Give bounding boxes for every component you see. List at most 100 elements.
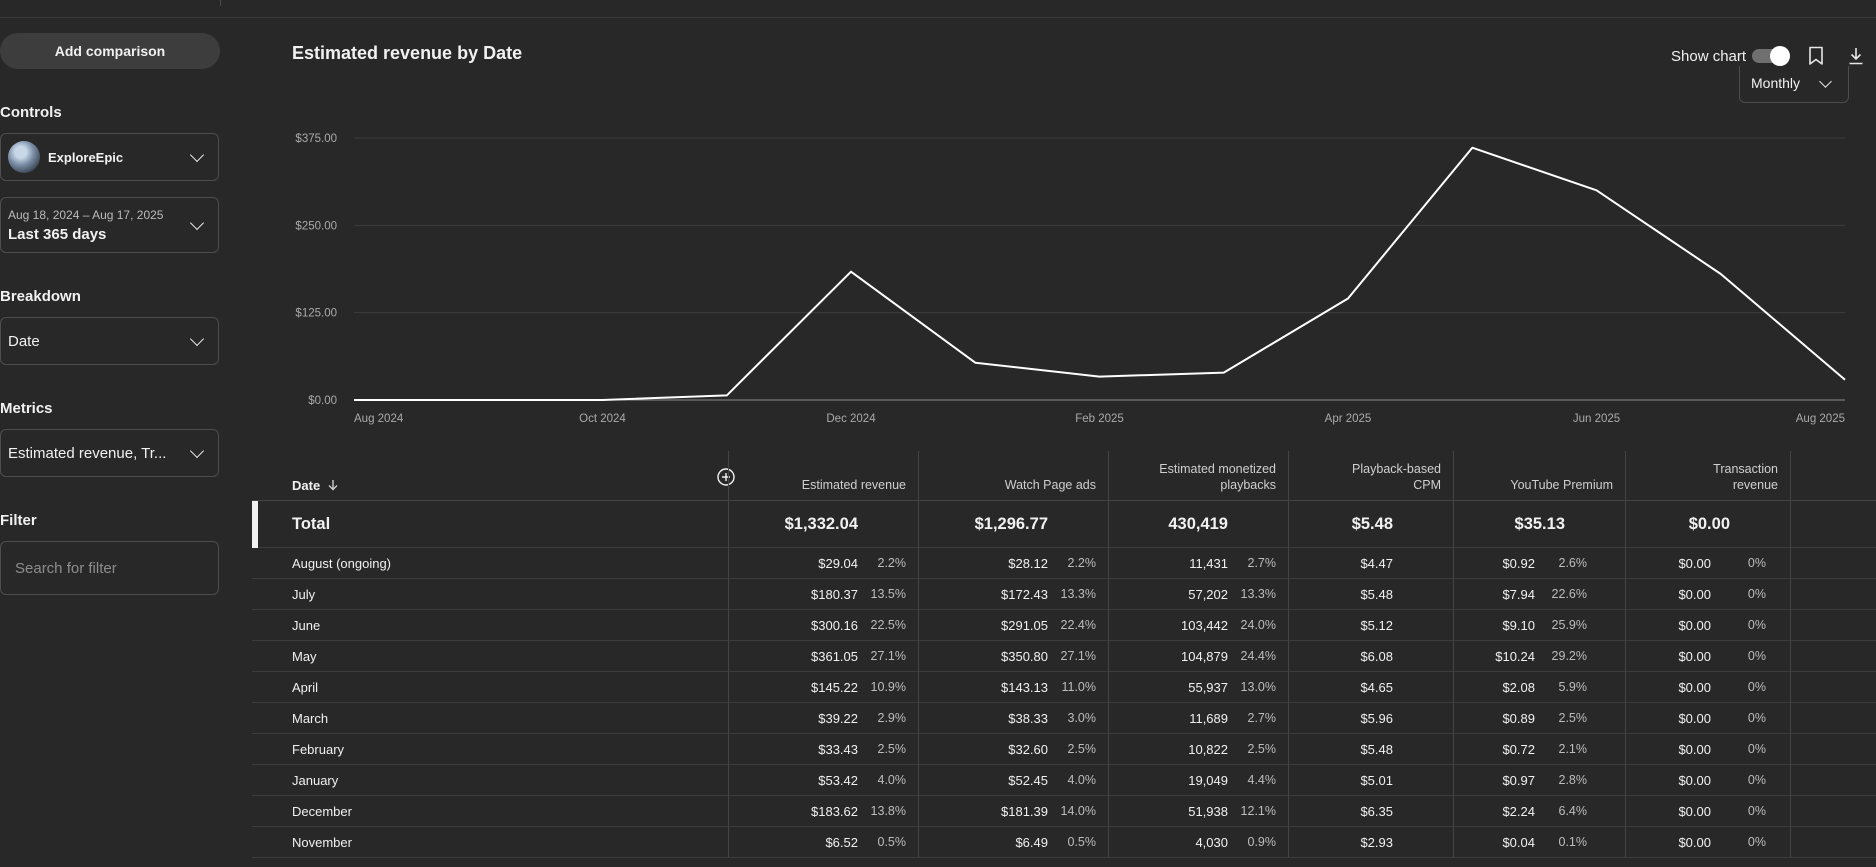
row-monetized-playbacks-percent: 12.1%	[1240, 804, 1276, 818]
row-est-revenue: $145.22	[811, 680, 858, 695]
column-divider	[918, 451, 919, 857]
row-cpm: $5.12	[1360, 618, 1393, 633]
interval-dropdown[interactable]: Monthly	[1739, 66, 1849, 103]
row-monetized-playbacks: 55,937	[1188, 680, 1228, 695]
row-monetized-playbacks-percent: 24.0%	[1240, 618, 1276, 632]
table-row[interactable]: March $39.22 2.9% $38.33 3.0% 11,689 2.7% $5.96…	[252, 703, 1876, 734]
row-watch-page-ads-percent: 13.3%	[1060, 587, 1096, 601]
add-comparison-button[interactable]: Add comparison	[0, 33, 220, 69]
column-header-date[interactable]: Date	[292, 478, 321, 493]
row-watch-page-ads-percent: 2.2%	[1067, 556, 1097, 570]
row-monetized-playbacks-percent: 2.5%	[1247, 742, 1277, 756]
row-transaction-revenue: $0.00	[1678, 556, 1711, 571]
x-tick-label: Oct 2024	[579, 413, 626, 425]
row-monetized-playbacks: 104,879	[1181, 649, 1228, 664]
row-transaction-revenue-percent: 0%	[1747, 649, 1766, 663]
row-youtube-premium-percent: 2.5%	[1558, 711, 1588, 725]
column-header-estimated-revenue[interactable]: Estimated revenue	[801, 478, 906, 492]
sort-descending-icon[interactable]	[326, 478, 340, 492]
row-date: March	[292, 711, 329, 726]
column-header-youtube-premium[interactable]: YouTube Premium	[1510, 478, 1613, 492]
row-youtube-premium-percent: 2.6%	[1558, 556, 1588, 570]
row-monetized-playbacks-percent: 13.0%	[1240, 680, 1276, 694]
row-transaction-revenue: $0.00	[1678, 711, 1711, 726]
row-youtube-premium: $0.89	[1502, 711, 1535, 726]
metrics-dropdown[interactable]: Estimated revenue, Tr...	[0, 429, 219, 477]
row-est-revenue: $29.04	[818, 556, 858, 571]
row-monetized-playbacks: 51,938	[1188, 804, 1228, 819]
x-tick-label: Aug 2025	[1796, 413, 1845, 425]
total-row: Total $1,332.04 $1,296.77 430,419 $5.48 …	[252, 500, 1876, 548]
table-header: Date Estimated revenue Watch Page ads Es…	[252, 451, 1876, 500]
row-date: February	[292, 742, 345, 757]
table-row[interactable]: June $300.16 22.5% $291.05 22.4% 103,442 24.0%…	[252, 610, 1876, 641]
row-date: January	[292, 773, 339, 788]
row-youtube-premium: $0.72	[1502, 742, 1535, 757]
x-tick-label: Feb 2025	[1075, 413, 1124, 425]
column-header-monetized-playbacks[interactable]: Estimated monetized playbacks	[1159, 462, 1276, 492]
column-header-transaction-revenue[interactable]: Transaction revenue	[1713, 462, 1778, 492]
column-header-cpm[interactable]: Playback-based CPM	[1352, 462, 1441, 492]
total-monetized-playbacks: 430,419	[1168, 515, 1228, 533]
row-watch-page-ads: $38.33	[1008, 711, 1048, 726]
filter-search-input[interactable]	[0, 541, 219, 595]
row-est-revenue-percent: 22.5%	[870, 618, 906, 632]
row-youtube-premium-percent: 5.9%	[1558, 680, 1588, 694]
table-row[interactable]: December $183.62 13.8% $181.39 14.0% 51,938 12…	[252, 796, 1876, 827]
row-monetized-playbacks: 11,431	[1189, 556, 1228, 571]
row-monetized-playbacks: 103,442	[1181, 618, 1228, 633]
row-cpm: $2.93	[1360, 835, 1393, 850]
row-youtube-premium-percent: 29.2%	[1551, 649, 1587, 663]
row-watch-page-ads: $52.45	[1008, 773, 1048, 788]
row-monetized-playbacks: 57,202	[1188, 587, 1228, 602]
row-transaction-revenue: $0.00	[1678, 649, 1711, 664]
row-watch-page-ads: $6.49	[1015, 835, 1048, 850]
row-youtube-premium-percent: 0.1%	[1558, 835, 1588, 849]
row-youtube-premium-percent: 22.6%	[1551, 587, 1587, 601]
column-header-watch-page-ads[interactable]: Watch Page ads	[1004, 478, 1096, 492]
row-youtube-premium: $2.24	[1502, 804, 1535, 819]
row-monetized-playbacks: 11,689	[1189, 711, 1228, 726]
row-watch-page-ads-percent: 4.0%	[1067, 773, 1097, 787]
row-youtube-premium: $0.97	[1502, 773, 1535, 788]
table-row[interactable]: January $53.42 4.0% $52.45 4.0% 19,049 4.4% $5.…	[252, 765, 1876, 796]
row-date: June	[292, 618, 321, 633]
row-monetized-playbacks-percent: 13.3%	[1240, 587, 1276, 601]
row-cpm: $4.47	[1360, 556, 1393, 571]
table-row[interactable]: May $361.05 27.1% $350.80 27.1% 104,879 24.4% $…	[252, 641, 1876, 672]
date-range-label: Last 365 days	[8, 225, 107, 243]
row-youtube-premium: $9.10	[1502, 618, 1535, 633]
table-row[interactable]: February $33.43 2.5% $32.60 2.5% 10,822 2.5% $5…	[252, 734, 1876, 765]
row-est-revenue-percent: 2.2%	[877, 556, 907, 570]
column-divider	[728, 451, 729, 857]
column-divider	[1790, 451, 1791, 857]
metrics-value: Estimated revenue, Tr...	[8, 444, 167, 462]
x-tick-label: Dec 2024	[826, 413, 876, 425]
bookmark-icon[interactable]	[1808, 46, 1824, 66]
table-row[interactable]: April $145.22 10.9% $143.13 11.0% 55,937 13.0%…	[252, 672, 1876, 703]
row-watch-page-ads-percent: 3.0%	[1067, 711, 1097, 725]
row-cpm: $5.48	[1360, 587, 1393, 602]
date-range-dropdown[interactable]: Aug 18, 2024 – Aug 17, 2025 Last 365 day…	[0, 197, 219, 253]
sidebar: Add comparison Controls ExploreEpic Aug …	[0, 17, 230, 867]
row-youtube-premium-percent: 25.9%	[1551, 618, 1587, 632]
channel-dropdown[interactable]: ExploreEpic	[0, 133, 219, 181]
revenue-line-chart: $0.00 $125.00 $250.00 $375.00 Aug 2024 Oct 20…	[295, 133, 1846, 425]
row-watch-page-ads-percent: 0.5%	[1067, 835, 1097, 849]
row-watch-page-ads-percent: 2.5%	[1067, 742, 1097, 756]
row-watch-page-ads-percent: 11.0%	[1061, 680, 1096, 694]
row-transaction-revenue-percent: 0%	[1747, 556, 1766, 570]
download-icon[interactable]	[1848, 47, 1864, 65]
show-chart-toggle[interactable]	[1752, 46, 1790, 66]
row-est-revenue: $361.05	[811, 649, 858, 664]
table-row[interactable]: November $6.52 0.5% $6.49 0.5% 4,030 0.9% $2.93…	[252, 827, 1876, 858]
table-row[interactable]: July $180.37 13.5% $172.43 13.3% 57,202 13.3% $…	[252, 579, 1876, 610]
y-tick-label: $250.00	[295, 220, 337, 232]
row-cpm: $5.96	[1360, 711, 1393, 726]
breakdown-dropdown[interactable]: Date	[0, 317, 219, 365]
row-youtube-premium: $0.92	[1502, 556, 1535, 571]
row-monetized-playbacks-percent: 4.4%	[1247, 773, 1277, 787]
interval-label: Monthly	[1751, 75, 1801, 91]
row-cpm: $5.48	[1360, 742, 1393, 757]
table-row[interactable]: August (ongoing) $29.04 2.2% $28.12 2.2% 11,4…	[252, 548, 1876, 579]
